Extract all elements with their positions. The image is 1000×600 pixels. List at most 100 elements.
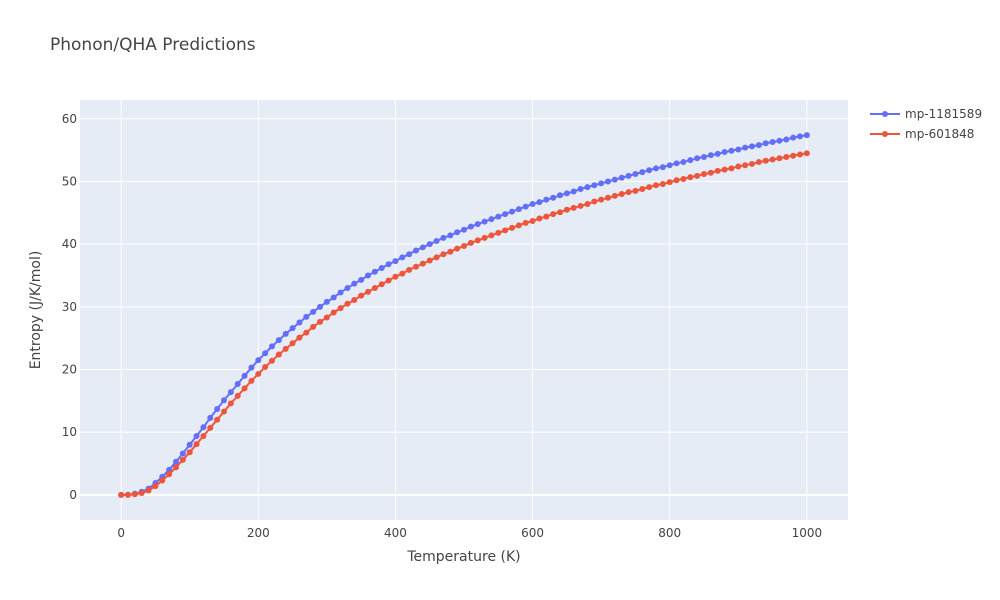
- data-point: [447, 232, 454, 239]
- data-point: [673, 177, 680, 184]
- data-point: [749, 143, 755, 150]
- data-point: [646, 184, 653, 191]
- data-point: [454, 245, 461, 252]
- data-point: [776, 137, 783, 144]
- legend-marker: [882, 111, 888, 117]
- data-point: [701, 170, 707, 177]
- data-point: [275, 351, 282, 358]
- data-point: [742, 144, 749, 151]
- data-point: [803, 150, 810, 157]
- data-point: [769, 156, 776, 163]
- data-point: [536, 199, 543, 206]
- data-point: [687, 174, 694, 181]
- data-point: [262, 350, 269, 357]
- data-point: [707, 169, 714, 176]
- data-point: [488, 216, 495, 223]
- data-point: [461, 226, 467, 233]
- data-point: [742, 162, 749, 169]
- legend-item[interactable]: mp-601848: [870, 127, 974, 141]
- data-point: [365, 288, 371, 295]
- data-point: [694, 172, 701, 179]
- data-point: [618, 174, 625, 181]
- data-point: [598, 196, 605, 203]
- data-point: [193, 433, 200, 439]
- data-point: [495, 229, 502, 236]
- data-point: [502, 211, 509, 218]
- y-tick-label: 60: [62, 112, 77, 126]
- legend-item[interactable]: mp-1181589: [870, 107, 982, 121]
- data-point: [522, 219, 529, 226]
- data-point: [625, 172, 632, 179]
- data-point: [605, 178, 611, 185]
- data-point: [735, 146, 742, 153]
- series-layer: [118, 132, 810, 498]
- data-point: [474, 221, 481, 228]
- data-point: [440, 251, 447, 258]
- data-point: [378, 265, 385, 271]
- data-point: [728, 147, 735, 154]
- data-point: [673, 160, 680, 167]
- data-point: [269, 357, 275, 364]
- data-point: [639, 169, 646, 176]
- data-point: [392, 258, 399, 265]
- data-point: [426, 257, 433, 264]
- data-point: [145, 487, 152, 494]
- data-point: [296, 319, 303, 326]
- data-point: [214, 406, 221, 413]
- data-point: [522, 203, 529, 210]
- data-point: [495, 213, 502, 220]
- data-point: [474, 237, 481, 244]
- data-point: [138, 490, 145, 497]
- data-point: [207, 414, 214, 421]
- data-point: [344, 285, 351, 292]
- data-point: [344, 300, 351, 307]
- data-point: [570, 188, 577, 195]
- data-point: [639, 186, 646, 193]
- series-mp-601848: [118, 150, 810, 498]
- data-point: [227, 400, 234, 407]
- data-point: [269, 343, 275, 350]
- data-point: [433, 254, 440, 261]
- data-point: [385, 261, 392, 268]
- data-point: [282, 345, 289, 352]
- data-point: [262, 364, 269, 371]
- data-point: [214, 416, 221, 423]
- data-point: [234, 380, 241, 387]
- data-point: [803, 132, 810, 139]
- data-point: [365, 272, 371, 279]
- data-point: [303, 313, 310, 320]
- data-point: [467, 223, 474, 230]
- data-point: [406, 266, 413, 273]
- data-point: [227, 389, 234, 396]
- data-point: [570, 204, 577, 211]
- data-point: [563, 206, 570, 213]
- data-point: [536, 215, 543, 222]
- data-point: [310, 308, 317, 315]
- data-point: [481, 234, 488, 241]
- data-point: [598, 180, 605, 187]
- legend-label: mp-1181589: [905, 107, 982, 121]
- x-tick-label: 400: [384, 526, 407, 540]
- data-point: [762, 157, 769, 164]
- data-point: [419, 260, 426, 267]
- data-point: [721, 149, 728, 156]
- data-point: [653, 182, 659, 189]
- data-point: [735, 163, 742, 170]
- data-point: [728, 165, 735, 172]
- legend-marker: [882, 131, 888, 137]
- data-point: [749, 160, 755, 167]
- legend[interactable]: mp-1181589 mp-601848: [870, 107, 982, 141]
- data-point: [543, 196, 550, 203]
- data-point: [481, 218, 488, 225]
- y-tick-label: 0: [69, 488, 77, 502]
- data-point: [392, 273, 399, 280]
- data-point: [186, 441, 193, 448]
- data-point: [173, 464, 179, 471]
- data-point: [646, 167, 653, 174]
- data-point: [275, 337, 282, 344]
- data-point: [790, 152, 797, 159]
- data-point: [282, 330, 289, 337]
- data-point: [351, 296, 358, 303]
- data-point: [653, 165, 659, 172]
